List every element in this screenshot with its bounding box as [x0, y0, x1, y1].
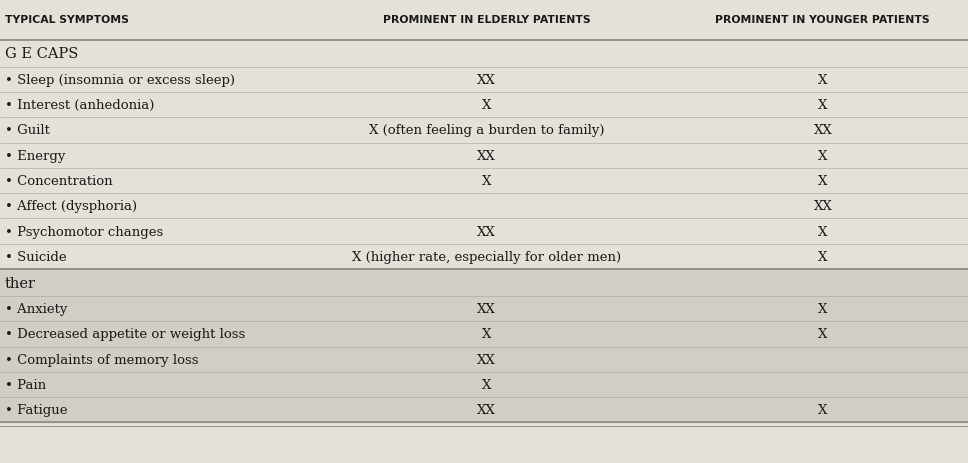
- Text: X: X: [482, 175, 491, 188]
- Bar: [0, 372, 968, 397]
- Text: • Suicide: • Suicide: [5, 250, 67, 263]
- Text: • Anxiety: • Anxiety: [5, 302, 67, 315]
- Bar: [0, 0, 968, 41]
- Text: X: X: [482, 378, 491, 391]
- Text: • Concentration: • Concentration: [5, 175, 112, 188]
- Text: X: X: [818, 403, 828, 416]
- Bar: [0, 296, 968, 321]
- Text: • Complaints of memory loss: • Complaints of memory loss: [5, 353, 198, 366]
- Bar: [0, 397, 968, 422]
- Text: X: X: [818, 74, 828, 87]
- Text: X (higher rate, especially for older men): X (higher rate, especially for older men…: [351, 250, 621, 263]
- Bar: [0, 347, 968, 372]
- Text: XX: XX: [477, 150, 496, 163]
- Text: X: X: [818, 328, 828, 341]
- Text: X: X: [818, 302, 828, 315]
- Text: XX: XX: [477, 225, 496, 238]
- Bar: [0, 118, 968, 144]
- Text: X: X: [818, 150, 828, 163]
- Bar: [0, 321, 968, 347]
- Text: X: X: [818, 99, 828, 112]
- Text: • Energy: • Energy: [5, 150, 65, 163]
- Text: X: X: [482, 328, 491, 341]
- Text: PROMINENT IN ELDERLY PATIENTS: PROMINENT IN ELDERLY PATIENTS: [382, 15, 590, 25]
- Text: • Affect (dysphoria): • Affect (dysphoria): [5, 200, 136, 213]
- Bar: [0, 143, 968, 169]
- Text: PROMINENT IN YOUNGER PATIENTS: PROMINENT IN YOUNGER PATIENTS: [715, 15, 930, 25]
- Text: • Fatigue: • Fatigue: [5, 403, 68, 416]
- Bar: [0, 244, 968, 269]
- Text: X: X: [818, 250, 828, 263]
- Text: • Guilt: • Guilt: [5, 124, 49, 137]
- Bar: [0, 219, 968, 244]
- Text: X: X: [482, 99, 491, 112]
- Text: X: X: [818, 175, 828, 188]
- Text: • Pain: • Pain: [5, 378, 45, 391]
- Text: XX: XX: [813, 200, 832, 213]
- Text: • Interest (anhedonia): • Interest (anhedonia): [5, 99, 154, 112]
- Bar: [0, 169, 968, 194]
- Text: XX: XX: [477, 74, 496, 87]
- Bar: [0, 269, 968, 296]
- Bar: [0, 41, 968, 68]
- Text: X (often feeling a burden to family): X (often feeling a burden to family): [369, 124, 604, 137]
- Text: XX: XX: [477, 302, 496, 315]
- Text: XX: XX: [813, 124, 832, 137]
- Bar: [0, 68, 968, 93]
- Text: X: X: [818, 225, 828, 238]
- Text: • Decreased appetite or weight loss: • Decreased appetite or weight loss: [5, 328, 245, 341]
- Text: G E CAPS: G E CAPS: [5, 47, 78, 61]
- Text: • Sleep (insomnia or excess sleep): • Sleep (insomnia or excess sleep): [5, 74, 235, 87]
- Text: XX: XX: [477, 353, 496, 366]
- Bar: [0, 194, 968, 219]
- Text: XX: XX: [477, 403, 496, 416]
- Text: • Psychomotor changes: • Psychomotor changes: [5, 225, 163, 238]
- Bar: [0, 93, 968, 118]
- Text: TYPICAL SYMPTOMS: TYPICAL SYMPTOMS: [5, 15, 129, 25]
- Text: ther: ther: [5, 276, 36, 290]
